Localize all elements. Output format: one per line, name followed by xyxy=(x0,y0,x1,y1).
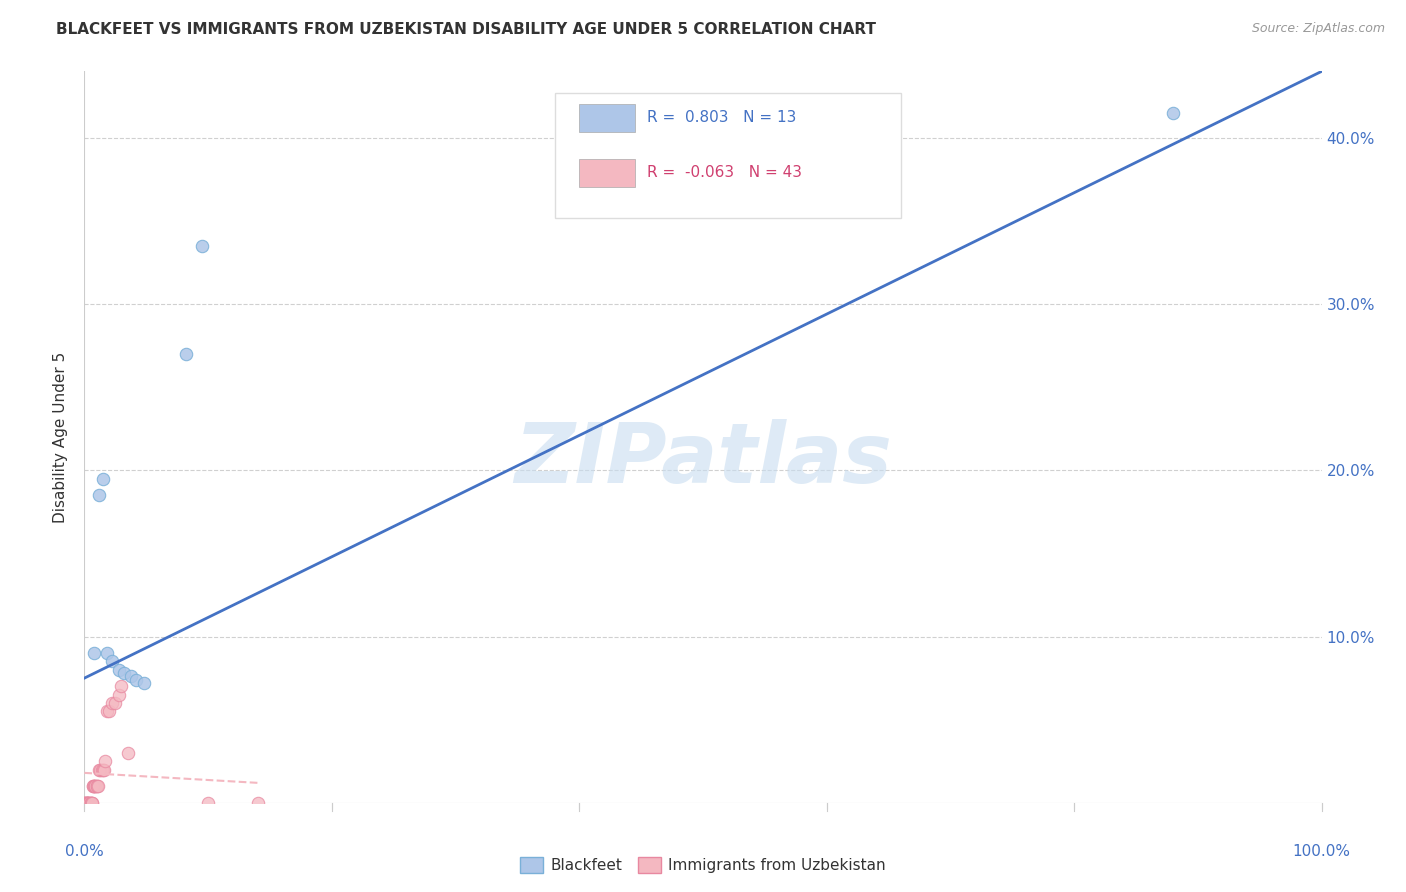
Point xyxy=(125,673,148,687)
Point xyxy=(91,472,114,486)
Point xyxy=(80,796,103,810)
Text: R =  -0.063   N = 43: R = -0.063 N = 43 xyxy=(647,165,803,180)
FancyBboxPatch shape xyxy=(554,94,901,218)
Point xyxy=(73,796,96,810)
Point xyxy=(77,796,100,810)
FancyBboxPatch shape xyxy=(579,104,636,132)
Point xyxy=(80,796,103,810)
Point xyxy=(76,796,98,810)
Point xyxy=(79,796,101,810)
Point xyxy=(73,796,96,810)
Point xyxy=(79,796,101,810)
Point xyxy=(112,666,135,681)
Point xyxy=(77,796,100,810)
Point xyxy=(174,347,197,361)
Point xyxy=(84,779,107,793)
Text: Source: ZipAtlas.com: Source: ZipAtlas.com xyxy=(1251,22,1385,36)
Point xyxy=(132,676,155,690)
Text: R =  0.803   N = 13: R = 0.803 N = 13 xyxy=(647,110,797,125)
Point xyxy=(75,796,97,810)
Point xyxy=(89,488,111,502)
Point xyxy=(84,779,107,793)
Point xyxy=(89,763,111,777)
Point xyxy=(108,663,131,677)
Legend: Blackfeet, Immigrants from Uzbekistan: Blackfeet, Immigrants from Uzbekistan xyxy=(515,851,891,880)
Text: ZIPatlas: ZIPatlas xyxy=(515,418,891,500)
Point xyxy=(82,779,104,793)
Point xyxy=(90,763,112,777)
Point xyxy=(83,779,105,793)
Point xyxy=(94,754,117,768)
Text: BLACKFEET VS IMMIGRANTS FROM UZBEKISTAN DISABILITY AGE UNDER 5 CORRELATION CHART: BLACKFEET VS IMMIGRANTS FROM UZBEKISTAN … xyxy=(56,22,876,37)
Point xyxy=(191,239,214,253)
Point xyxy=(96,705,118,719)
Point xyxy=(100,696,122,710)
Point xyxy=(79,796,101,810)
Point xyxy=(76,796,98,810)
Point xyxy=(246,796,269,810)
Point xyxy=(100,655,122,669)
FancyBboxPatch shape xyxy=(579,159,636,187)
Point xyxy=(83,646,105,660)
Point xyxy=(86,779,108,793)
Point xyxy=(120,669,142,683)
Point xyxy=(75,796,97,810)
Point xyxy=(96,646,118,660)
Point xyxy=(75,796,97,810)
Point xyxy=(79,796,101,810)
Point xyxy=(1161,106,1184,120)
Point xyxy=(77,796,100,810)
Point xyxy=(110,680,132,694)
Y-axis label: Disability Age Under 5: Disability Age Under 5 xyxy=(53,351,69,523)
Point xyxy=(108,688,131,702)
Point xyxy=(93,763,115,777)
Point xyxy=(76,796,98,810)
Point xyxy=(87,779,110,793)
Point xyxy=(91,763,114,777)
Point xyxy=(86,779,108,793)
Text: 100.0%: 100.0% xyxy=(1292,845,1351,859)
Point xyxy=(83,779,105,793)
Point xyxy=(197,796,219,810)
Point xyxy=(89,763,111,777)
Point xyxy=(73,796,96,810)
Point xyxy=(98,705,121,719)
Point xyxy=(82,779,104,793)
Text: 0.0%: 0.0% xyxy=(65,845,104,859)
Point xyxy=(79,796,101,810)
Point xyxy=(104,696,127,710)
Point xyxy=(117,746,139,760)
